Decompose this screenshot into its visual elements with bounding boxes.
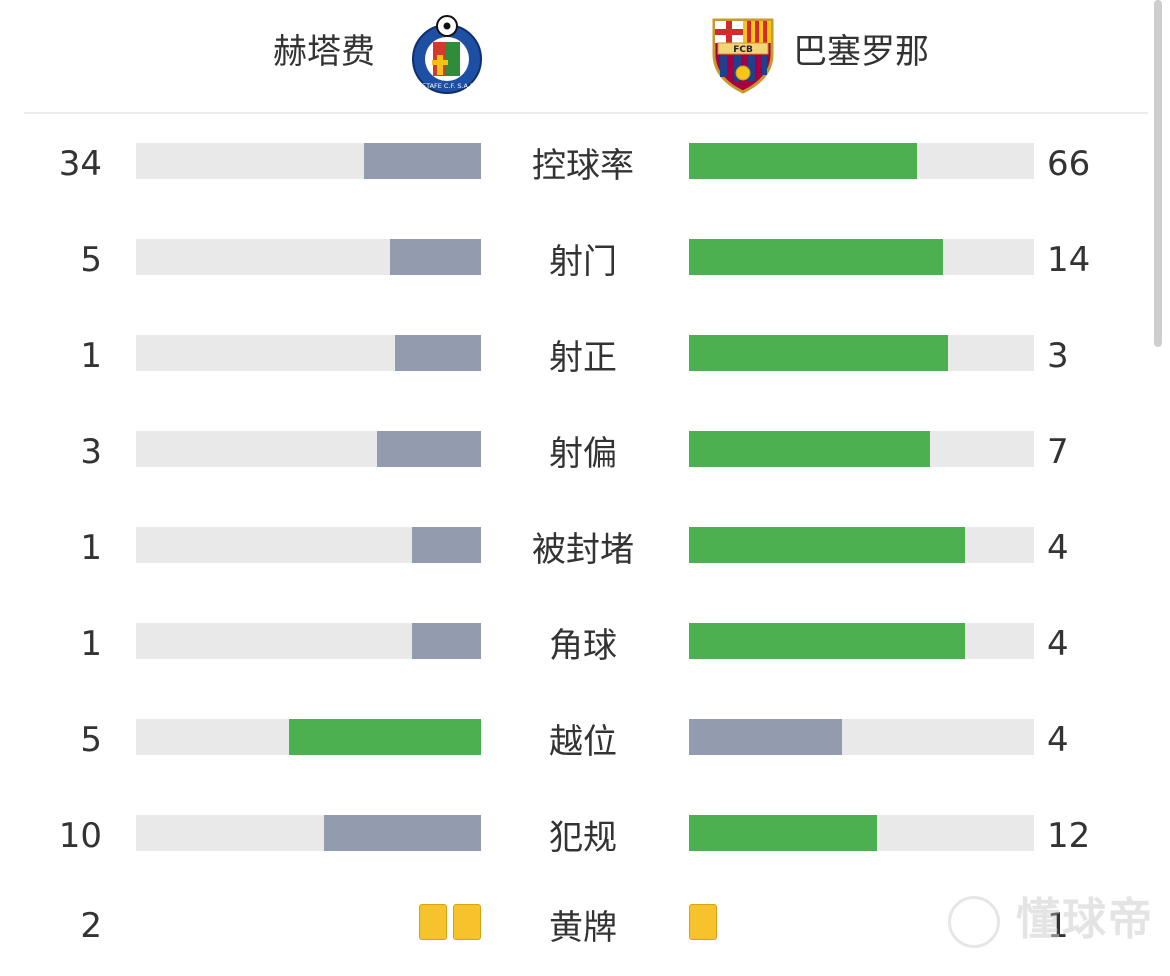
header-divider: [24, 112, 1148, 114]
away-stat-bar-fill: [689, 623, 965, 659]
home-stat-bar-fill: [364, 143, 481, 179]
away-stat-value: 3: [1047, 336, 1069, 376]
away-stat-bar-fill: [689, 815, 877, 851]
match-header: 赫塔费 GETAFE C.F. S.A.D. FCB 巴塞罗那: [0, 0, 1150, 112]
away-stat-bar-track: [689, 431, 1034, 467]
home-stat-bar-track: [136, 527, 481, 563]
away-stat-bar-fill: [689, 527, 965, 563]
stat-label: 被封堵: [532, 530, 634, 570]
home-stat-value: 1: [80, 528, 102, 568]
home-stat-bar-fill: [412, 527, 481, 563]
away-stat-value: 4: [1047, 528, 1069, 568]
away-stat-bar-track: [689, 623, 1034, 659]
home-stat-value: 1: [80, 336, 102, 376]
away-stat-bar-track: [689, 719, 1034, 755]
home-stat-bar-fill: [390, 239, 481, 275]
away-stat-bar-fill: [689, 239, 943, 275]
stat-label: 射门: [549, 242, 617, 282]
svg-text:FCB: FCB: [733, 45, 753, 55]
stat-row: 1 射正 3: [0, 310, 1150, 406]
svg-text:GETAFE C.F. S.A.D.: GETAFE C.F. S.A.D.: [417, 82, 477, 90]
home-stat-value: 1: [80, 624, 102, 664]
away-stat-value: 66: [1047, 144, 1091, 184]
away-stat-value: 12: [1047, 816, 1091, 856]
getafe-crest-icon: GETAFE C.F. S.A.D.: [412, 15, 482, 94]
home-stat-bar-fill: [377, 431, 481, 467]
stat-label: 犯规: [549, 818, 617, 858]
home-stat-value: 5: [80, 240, 102, 280]
yellow-cards-label: 黄牌: [549, 908, 617, 948]
home-stat-bar-track: [136, 335, 481, 371]
home-stat-value: 3: [80, 432, 102, 472]
home-stat-bar-fill: [412, 623, 481, 659]
away-stat-bar-track: [689, 143, 1034, 179]
away-stat-value: 4: [1047, 624, 1069, 664]
home-stat-bar-track: [136, 239, 481, 275]
home-stat-value: 5: [80, 720, 102, 760]
stat-row-yellow-cards: 2 黄牌 1: [0, 880, 1150, 976]
away-stat-bar-track: [689, 239, 1034, 275]
away-stat-value: 14: [1047, 240, 1091, 280]
stat-row: 5 射门 14: [0, 214, 1150, 310]
stat-row: 34 控球率 66: [0, 118, 1150, 214]
home-stat-bar-track: [136, 143, 481, 179]
stat-label: 射偏: [549, 434, 617, 474]
home-stat-bar-fill: [395, 335, 481, 371]
away-stat-bar-fill: [689, 143, 917, 179]
away-team-name[interactable]: 巴塞罗那: [793, 32, 929, 72]
away-stat-bar-track: [689, 335, 1034, 371]
away-stat-value: 4: [1047, 720, 1069, 760]
home-stat-value: 34: [58, 144, 102, 184]
home-stat-bar-fill: [324, 815, 481, 851]
home-stat-bar-track: [136, 431, 481, 467]
stat-label: 控球率: [532, 146, 634, 186]
home-stat-value: 10: [58, 816, 102, 856]
yellow-card-icon: [689, 904, 717, 940]
stat-row: 1 被封堵 4: [0, 502, 1150, 598]
stat-label: 角球: [549, 626, 617, 666]
home-stat-bar-track: [136, 815, 481, 851]
home-yellow-cards: [413, 904, 481, 942]
home-stat-bar-track: [136, 719, 481, 755]
stat-label: 越位: [549, 722, 617, 762]
away-stat-bar-fill: [689, 719, 842, 755]
away-stat-bar-track: [689, 815, 1034, 851]
barcelona-crest-icon: FCB: [712, 18, 774, 94]
away-stat-value: 7: [1047, 432, 1069, 472]
yellow-card-icon: [419, 904, 447, 940]
home-team-name[interactable]: 赫塔费: [273, 32, 375, 72]
away-stat-bar-track: [689, 527, 1034, 563]
away-yellow-cards: [689, 904, 723, 942]
dongqiudi-logo-icon: [948, 896, 1000, 948]
home-stat-bar-track: [136, 623, 481, 659]
yellow-card-icon: [453, 904, 481, 940]
stat-row: 5 越位 4: [0, 694, 1150, 790]
home-stat-bar-fill: [289, 719, 481, 755]
away-stat-bar-fill: [689, 335, 948, 371]
away-stat-bar-fill: [689, 431, 930, 467]
yellow-cards-home-value: 2: [80, 906, 102, 946]
stat-row: 3 射偏 7: [0, 406, 1150, 502]
stat-row: 10 犯规 12: [0, 790, 1150, 886]
stat-row: 1 角球 4: [0, 598, 1150, 694]
watermark: 懂球帝: [1016, 894, 1154, 945]
scrollbar[interactable]: [1154, 0, 1162, 347]
yellow-cards-away-value: 1: [1047, 906, 1069, 946]
stat-label: 射正: [549, 338, 617, 378]
